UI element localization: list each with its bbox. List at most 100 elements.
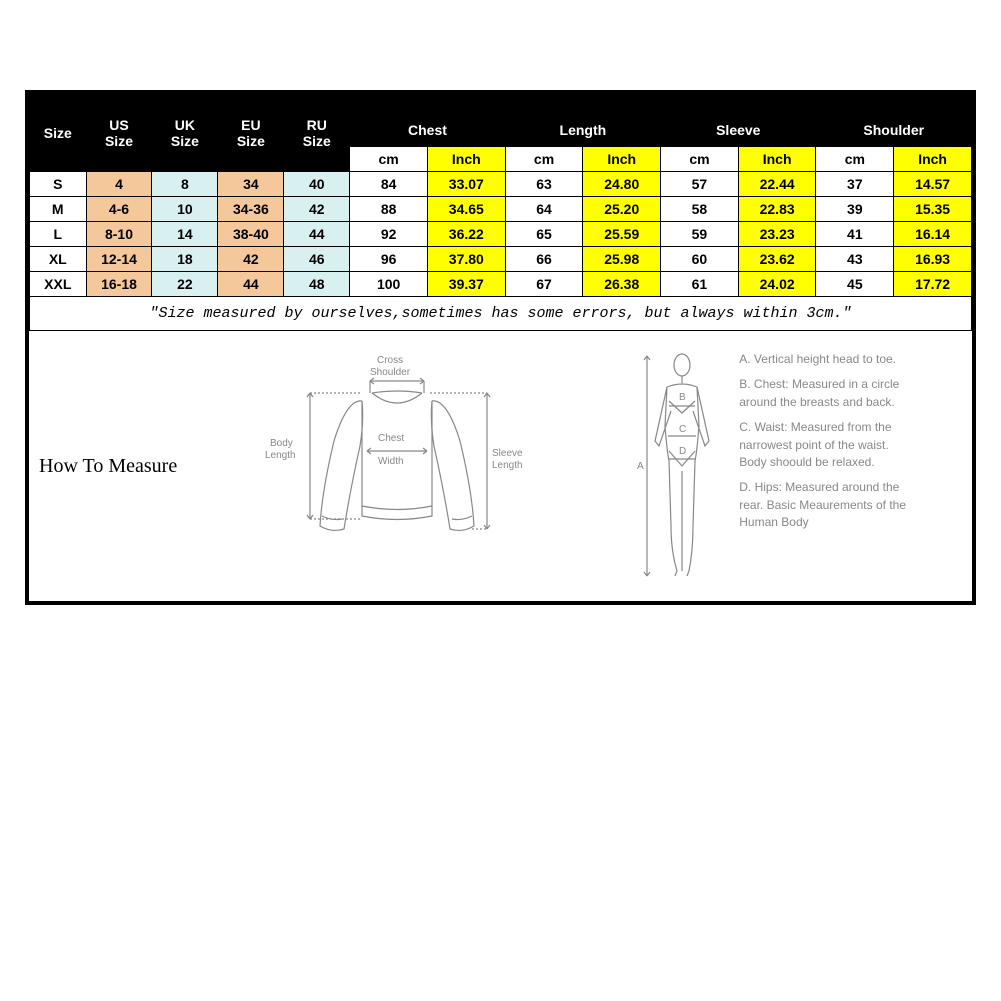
cell-shoulder_cm: 39: [816, 197, 894, 222]
cell-ru: 48: [284, 272, 350, 297]
hdr-uk: UK Size: [152, 95, 218, 172]
table-row: M4-61034-36428834.656425.205822.833915.3…: [30, 197, 972, 222]
cell-chest_in: 34.65: [427, 197, 505, 222]
cell-chest_cm: 88: [350, 197, 428, 222]
cell-sleeve_in: 22.83: [738, 197, 816, 222]
sub-sleeve-cm: cm: [661, 147, 739, 172]
label-cross-shoulder: Cross: [377, 355, 403, 366]
body-text-d: D. Hips: Measured around the rear. Basic…: [739, 479, 909, 531]
cell-length_cm: 63: [505, 172, 583, 197]
cell-sleeve_cm: 59: [661, 222, 739, 247]
cell-shoulder_cm: 43: [816, 247, 894, 272]
cell-us: 4-6: [86, 197, 152, 222]
table-row: S4834408433.076324.805722.443714.57: [30, 172, 972, 197]
svg-text:Length: Length: [492, 460, 523, 471]
cell-uk: 14: [152, 222, 218, 247]
hdr-eu: EU Size: [218, 95, 284, 172]
cell-length_in: 24.80: [583, 172, 661, 197]
cell-length_in: 25.59: [583, 222, 661, 247]
cell-shoulder_cm: 41: [816, 222, 894, 247]
cell-chest_in: 37.80: [427, 247, 505, 272]
cell-shoulder_cm: 45: [816, 272, 894, 297]
cell-sleeve_cm: 60: [661, 247, 739, 272]
cell-uk: 10: [152, 197, 218, 222]
hdr-length: Length: [505, 113, 660, 147]
table-row: L8-101438-40449236.226525.595923.234116.…: [30, 222, 972, 247]
cell-sleeve_in: 23.23: [738, 222, 816, 247]
garment-diagram: Cross Shoulder Body Length Chest Width S…: [262, 351, 532, 571]
cell-shoulder_cm: 37: [816, 172, 894, 197]
svg-text:Length: Length: [265, 450, 296, 461]
cell-size: M: [30, 197, 87, 222]
cell-shoulder_in: 16.14: [894, 222, 972, 247]
hdr-shoulder: Shoulder: [816, 113, 972, 147]
body-label-d: D: [679, 446, 686, 457]
cell-sleeve_in: 22.44: [738, 172, 816, 197]
body-label-a: A: [637, 461, 644, 472]
sub-chest-cm: cm: [350, 147, 428, 172]
body-text-b: B. Chest: Measured in a circle around th…: [739, 376, 909, 411]
cell-ru: 44: [284, 222, 350, 247]
cell-chest_cm: 92: [350, 222, 428, 247]
cell-length_in: 25.20: [583, 197, 661, 222]
cell-sleeve_cm: 57: [661, 172, 739, 197]
cell-us: 12-14: [86, 247, 152, 272]
hdr-top-strip: [350, 95, 972, 113]
cell-chest_in: 33.07: [427, 172, 505, 197]
body-text-c: C. Waist: Measured from the narrowest po…: [739, 419, 909, 471]
body-label-c: C: [679, 424, 686, 435]
cell-shoulder_in: 14.57: [894, 172, 972, 197]
hdr-us: US Size: [86, 95, 152, 172]
cell-length_cm: 66: [505, 247, 583, 272]
body-text-a: A. Vertical height head to toe.: [739, 351, 909, 368]
cell-uk: 18: [152, 247, 218, 272]
sub-shoulder-in: Inch: [894, 147, 972, 172]
hdr-chest: Chest: [350, 113, 505, 147]
cell-shoulder_in: 16.93: [894, 247, 972, 272]
cell-sleeve_cm: 58: [661, 197, 739, 222]
label-sleeve-length: Sleeve: [492, 448, 523, 459]
sub-shoulder-cm: cm: [816, 147, 894, 172]
table-row: XXL16-1822444810039.376726.386124.024517…: [30, 272, 972, 297]
cell-length_cm: 64: [505, 197, 583, 222]
size-chart-container: Size US Size UK Size EU Size RU Size Che…: [25, 90, 976, 605]
cell-size: L: [30, 222, 87, 247]
cell-shoulder_in: 17.72: [894, 272, 972, 297]
cell-sleeve_cm: 61: [661, 272, 739, 297]
cell-chest_cm: 96: [350, 247, 428, 272]
label-chest-width: Chest: [378, 433, 404, 444]
label-body-length: Body: [270, 438, 293, 449]
table-row: XL12-141842469637.806625.986023.624316.9…: [30, 247, 972, 272]
size-note: "Size measured by ourselves,sometimes ha…: [30, 297, 972, 331]
svg-text:Width: Width: [378, 456, 404, 467]
cell-sleeve_in: 24.02: [738, 272, 816, 297]
how-to-measure-title: How To Measure: [39, 455, 209, 478]
cell-uk: 22: [152, 272, 218, 297]
sub-length-in: Inch: [583, 147, 661, 172]
cell-sleeve_in: 23.62: [738, 247, 816, 272]
cell-length_cm: 67: [505, 272, 583, 297]
sub-chest-in: Inch: [427, 147, 505, 172]
cell-us: 4: [86, 172, 152, 197]
cell-us: 16-18: [86, 272, 152, 297]
cell-eu: 44: [218, 272, 284, 297]
sub-sleeve-in: Inch: [738, 147, 816, 172]
how-to-measure-section: How To Measure: [29, 331, 972, 601]
cell-size: XXL: [30, 272, 87, 297]
cell-eu: 42: [218, 247, 284, 272]
cell-ru: 42: [284, 197, 350, 222]
cell-chest_cm: 100: [350, 272, 428, 297]
cell-eu: 34-36: [218, 197, 284, 222]
hdr-size: Size: [30, 95, 87, 172]
sub-length-cm: cm: [505, 147, 583, 172]
cell-shoulder_in: 15.35: [894, 197, 972, 222]
cell-length_in: 26.38: [583, 272, 661, 297]
cell-ru: 40: [284, 172, 350, 197]
size-table: Size US Size UK Size EU Size RU Size Che…: [29, 94, 972, 331]
body-label-b: B: [679, 392, 686, 403]
cell-size: S: [30, 172, 87, 197]
body-text-list: A. Vertical height head to toe. B. Chest…: [739, 351, 909, 540]
cell-chest_in: 36.22: [427, 222, 505, 247]
cell-size: XL: [30, 247, 87, 272]
cell-us: 8-10: [86, 222, 152, 247]
